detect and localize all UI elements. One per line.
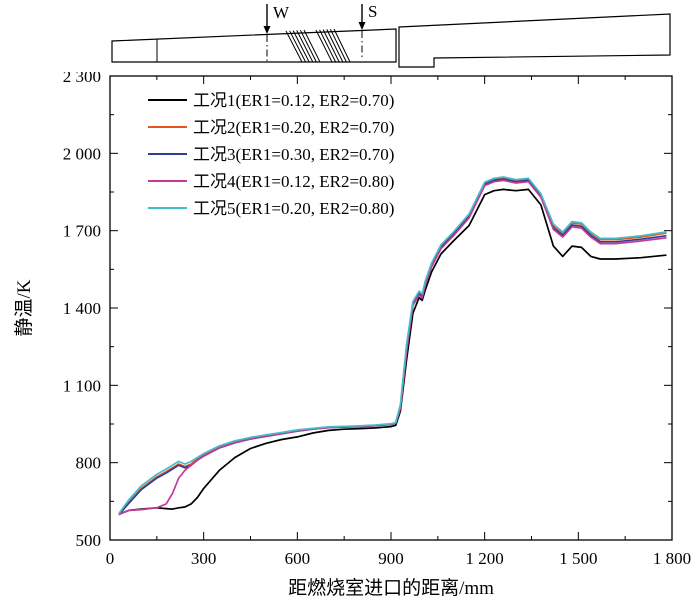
hatch-line — [315, 29, 333, 63]
s-injector-marker: S — [358, 2, 377, 60]
injector-hatch — [285, 28, 351, 63]
y-tick-label: 1 700 — [63, 222, 101, 241]
x-tick-label: 600 — [285, 549, 311, 568]
x-tick-label: 1 800 — [653, 549, 691, 568]
x-axis-title: 距燃烧室进口的距离/mm — [288, 577, 494, 599]
hatch-line — [322, 29, 340, 63]
hatch-line — [296, 30, 314, 63]
s-label: S — [368, 2, 377, 21]
x-tick-label: 0 — [106, 549, 115, 568]
hatch-line — [333, 28, 351, 63]
hatch-line — [285, 30, 303, 63]
isolator-outline — [111, 28, 397, 63]
hatch-line — [326, 29, 344, 63]
y-tick-label: 500 — [76, 531, 102, 550]
w-label: W — [273, 3, 290, 22]
hatch-line — [289, 30, 307, 63]
legend-label: 工况2(ER1=0.20, ER2=0.70) — [193, 118, 394, 137]
series-line-5 — [118, 176, 667, 514]
plot-box — [109, 75, 673, 541]
y-tick-label: 2 000 — [63, 144, 101, 163]
x-tick-label: 300 — [191, 549, 217, 568]
series-line-4 — [118, 179, 667, 516]
w-injector-marker: W — [263, 3, 290, 61]
legend-label: 工况3(ER1=0.30, ER2=0.70) — [193, 145, 394, 164]
legend-label: 工况5(ER1=0.20, ER2=0.80) — [193, 199, 394, 218]
x-tick-label: 1 200 — [466, 549, 504, 568]
y-tick-label: 2 300 — [63, 72, 101, 86]
combustor-outline — [398, 13, 671, 68]
combustor-schematic: W S — [111, 2, 671, 68]
x-tick-label: 1 500 — [559, 549, 597, 568]
hatch-line — [303, 29, 321, 63]
y-tick-label: 1 400 — [63, 299, 101, 318]
hatch-line — [329, 28, 347, 63]
hatch-line — [292, 30, 310, 63]
hatch-line — [299, 29, 317, 63]
y-tick-label: 1 100 — [63, 376, 101, 395]
hatch-line — [319, 29, 337, 63]
y-tick-label: 800 — [76, 454, 102, 473]
y-axis-title: 静温/K — [13, 279, 35, 336]
legend-label: 工况4(ER1=0.12, ER2=0.80) — [193, 172, 394, 191]
w-arrow-head — [263, 26, 271, 34]
s-arrow-head — [358, 22, 366, 30]
x-tick-label: 900 — [378, 549, 404, 568]
temperature-chart: 0 300 600 900 1 200 1 500 1 800 500 800 1 100 1 40… — [13, 72, 691, 599]
legend-label: 工况1(ER1=0.12, ER2=0.70) — [193, 91, 394, 110]
